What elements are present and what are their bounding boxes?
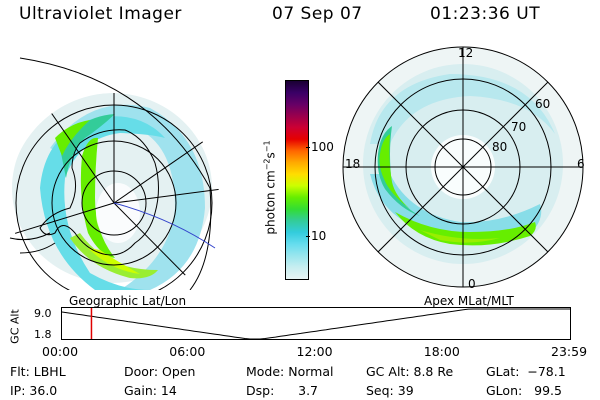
ip-status: IP: 36.0: [10, 383, 58, 398]
altitude-time-tick: 23:59: [551, 344, 588, 359]
door-status: Door: Open: [124, 364, 196, 379]
glon-status: GLon: 99.5: [486, 383, 562, 398]
mlt-label-18: 18: [345, 157, 361, 171]
colorbar-tick-100: 100: [311, 140, 334, 154]
geographic-map: [9, 57, 219, 290]
altitude-time-tick: 12:00: [296, 344, 333, 359]
colorbar: [285, 80, 309, 280]
mlt-label-12: 12: [458, 46, 474, 60]
gc-alt-status: GC Alt: 8.8 Re: [366, 364, 454, 379]
mlat-label-60: 60: [535, 97, 551, 111]
filter-status: Flt: LBHL: [10, 364, 66, 379]
observation-date: 07 Sep 07: [272, 4, 363, 24]
mode-status: Mode: Normal: [246, 364, 334, 379]
altitude-time-tick: 06:00: [169, 344, 206, 359]
sequence-status: Seq: 39: [366, 383, 414, 398]
mlat-label-80: 80: [492, 140, 508, 154]
altitude-plot: [61, 307, 571, 340]
colorbar-tick-10: 10: [311, 229, 327, 243]
altitude-tick-bottom: 1.8: [34, 328, 52, 341]
colorbar-unit-label: photon cm−2s−1: [262, 140, 278, 235]
glat-status: GLat: −78.1: [486, 364, 566, 379]
altitude-axis-label: GC Alt: [8, 309, 22, 344]
mlat-label-70: 70: [511, 120, 527, 134]
dsp-status: Dsp: 3.7: [246, 383, 319, 398]
geographic-map-label: Geographic Lat/Lon: [69, 294, 187, 308]
magnetic-map-label: Apex MLat/MLT: [424, 294, 514, 308]
instrument-title: Ultraviolet Imager: [19, 4, 182, 24]
magnetic-map: [342, 46, 584, 288]
mlt-label-6: 6: [577, 157, 585, 171]
altitude-time-tick: 00:00: [42, 344, 79, 359]
observation-time: 01:23:36 UT: [430, 4, 541, 24]
altitude-time-tick: 18:00: [423, 344, 460, 359]
gain-status: Gain: 14: [124, 383, 177, 398]
mlt-label-0: 0: [468, 277, 476, 291]
geographic-aurora-image: [12, 93, 212, 290]
altitude-tick-top: 9.0: [34, 307, 52, 320]
